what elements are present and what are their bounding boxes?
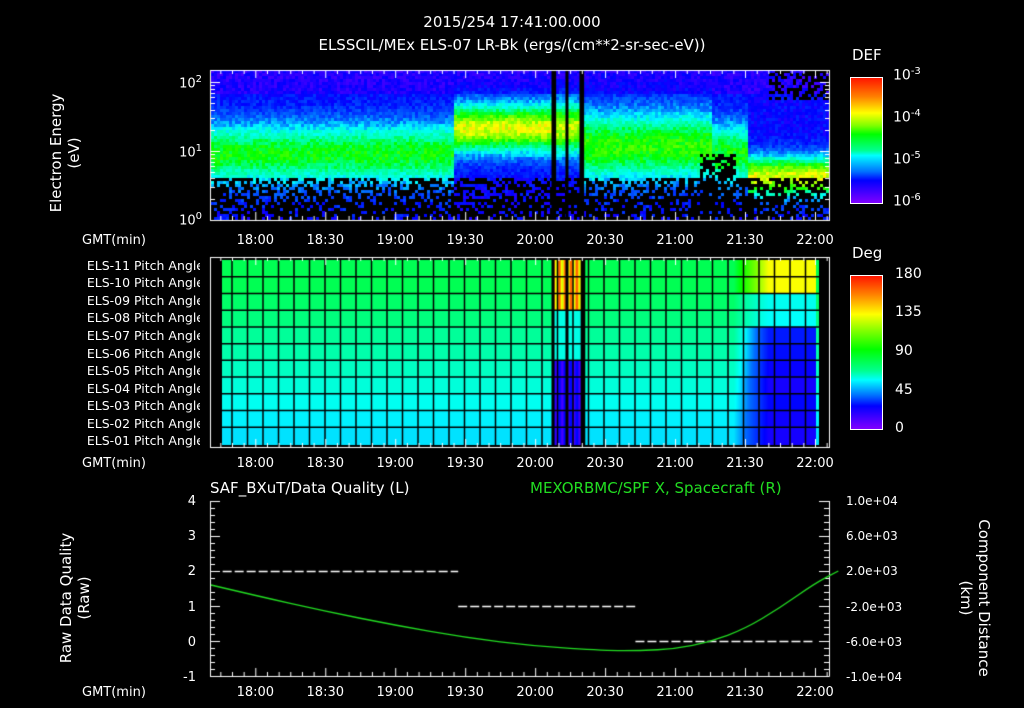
dq-ytick-2: 2 <box>187 564 196 579</box>
time-tick-label: 19:30 <box>446 685 484 700</box>
dq-ytick-neg1: -1 <box>183 670 196 685</box>
time-tick-label: 21:30 <box>726 685 764 700</box>
deg-colorbar <box>850 275 883 430</box>
deg-tick-180: 180 <box>895 266 922 282</box>
time-tick-label: 18:00 <box>236 685 275 700</box>
pa-row-label-11: ELS-11 Pitch Angle <box>86 258 204 273</box>
def-colorbar <box>850 77 883 204</box>
time-tick-label: 21:00 <box>656 685 694 700</box>
time-tick-label: 20:00 <box>516 233 554 248</box>
time-tick-label: 19:00 <box>376 685 414 700</box>
data-quality-line-plot <box>200 495 840 685</box>
plot-subtitle: ELSSCIL/MEx ELS-07 LR-Bk (ergs/(cm**2-sr… <box>318 36 706 54</box>
pa-row-label-10: ELS-10 Pitch Angle <box>86 275 204 290</box>
def-colorbar-title: DEF <box>852 46 882 64</box>
time-tick-label: 18:30 <box>306 233 344 248</box>
dq-ylabel-line2: (Raw) <box>75 576 93 620</box>
pitch-angle-image <box>200 254 840 449</box>
dq-ytick-4: 4 <box>187 494 196 509</box>
pa-row-label-03: ELS-03 Pitch Angle <box>86 398 204 413</box>
pa-row-label-02: ELS-02 Pitch Angle <box>86 416 204 431</box>
pa-row-label-05: ELS-05 Pitch Angle <box>86 363 204 378</box>
energy-ylabel-line1: Electron Energy <box>47 93 65 213</box>
time-tick-label: 21:30 <box>726 233 764 248</box>
time-tick-label: 22:00 <box>796 456 834 471</box>
def-tick-1e-5: 10-5 <box>893 150 921 168</box>
energy-ytick-10: 101 <box>179 143 202 161</box>
gmt-label-2: GMT(min) <box>82 456 146 471</box>
time-tick-label: 21:30 <box>726 456 764 471</box>
spf-x-title: MEXORBMC/SPF X, Spacecraft (R) <box>530 479 782 497</box>
cd-ytick-6: -1.0e+04 <box>846 670 903 684</box>
deg-tick-45: 45 <box>895 382 913 398</box>
time-tick-label: 19:00 <box>376 233 414 248</box>
cd-ytick-4: -2.0e+03 <box>846 600 903 614</box>
time-tick-label: 22:00 <box>796 685 834 700</box>
plot-timestamp: 2015/254 17:41:00.000 <box>423 13 601 31</box>
gmt-label-1: GMT(min) <box>82 233 146 248</box>
deg-tick-0: 0 <box>895 420 904 436</box>
gmt-label-3: GMT(min) <box>82 685 146 700</box>
cd-ytick-2: 6.0e+03 <box>846 529 898 543</box>
time-tick-label: 19:30 <box>446 233 484 248</box>
deg-tick-90: 90 <box>895 343 913 359</box>
deg-colorbar-title: Deg <box>852 244 883 262</box>
pa-row-label-09: ELS-09 Pitch Angle <box>86 293 204 308</box>
time-tick-label: 21:00 <box>656 456 694 471</box>
time-tick-label: 20:30 <box>586 685 624 700</box>
def-tick-1e-3: 10-3 <box>893 66 921 84</box>
data-quality-ylabel: Raw Data Quality (Raw) <box>57 518 93 678</box>
cd-ytick-1: 1.0e+04 <box>846 494 898 508</box>
energy-axes <box>200 60 840 230</box>
def-tick-1e-4: 10-4 <box>893 108 921 126</box>
time-tick-label: 18:30 <box>306 685 344 700</box>
energy-ytick-1: 100 <box>179 211 202 229</box>
time-tick-label: 19:30 <box>446 456 484 471</box>
time-tick-label: 20:00 <box>516 456 554 471</box>
energy-ylabel-line2: (eV) <box>65 137 83 169</box>
dq-ytick-3: 3 <box>187 529 196 544</box>
time-tick-label: 18:00 <box>236 456 275 471</box>
dq-ytick-0: 0 <box>187 635 196 650</box>
pa-row-label-07: ELS-07 Pitch Angle <box>86 328 204 343</box>
time-tick-label: 18:00 <box>236 233 275 248</box>
cd-ylabel-line2: (km) <box>957 580 975 616</box>
dq-ytick-1: 1 <box>187 600 196 615</box>
energy-ytick-100: 102 <box>179 74 202 92</box>
time-tick-label: 21:00 <box>656 233 694 248</box>
time-tick-label: 22:00 <box>796 233 834 248</box>
data-quality-title: SAF_BXuT/Data Quality (L) <box>210 479 410 497</box>
time-tick-label: 20:30 <box>586 233 624 248</box>
dq-ylabel-line1: Raw Data Quality <box>57 532 75 664</box>
time-tick-label: 20:30 <box>586 456 624 471</box>
cd-ylabel-line1: Component Distance <box>975 519 993 677</box>
def-tick-1e-6: 10-6 <box>893 192 921 210</box>
deg-tick-135: 135 <box>895 304 922 320</box>
energy-ylabel: Electron Energy (eV) <box>47 73 83 233</box>
cd-ytick-5: -6.0e+03 <box>846 635 903 649</box>
cd-ytick-3: 2.0e+03 <box>846 564 898 578</box>
time-tick-label: 18:30 <box>306 456 344 471</box>
component-distance-ylabel: Component Distance (km) <box>957 503 993 693</box>
pa-row-label-08: ELS-08 Pitch Angle <box>86 310 204 325</box>
pa-row-label-01: ELS-01 Pitch Angle <box>86 433 204 448</box>
time-tick-label: 20:00 <box>516 685 554 700</box>
time-tick-label: 19:00 <box>376 456 414 471</box>
pa-row-label-04: ELS-04 Pitch Angle <box>86 381 204 396</box>
pa-row-label-06: ELS-06 Pitch Angle <box>86 346 204 361</box>
